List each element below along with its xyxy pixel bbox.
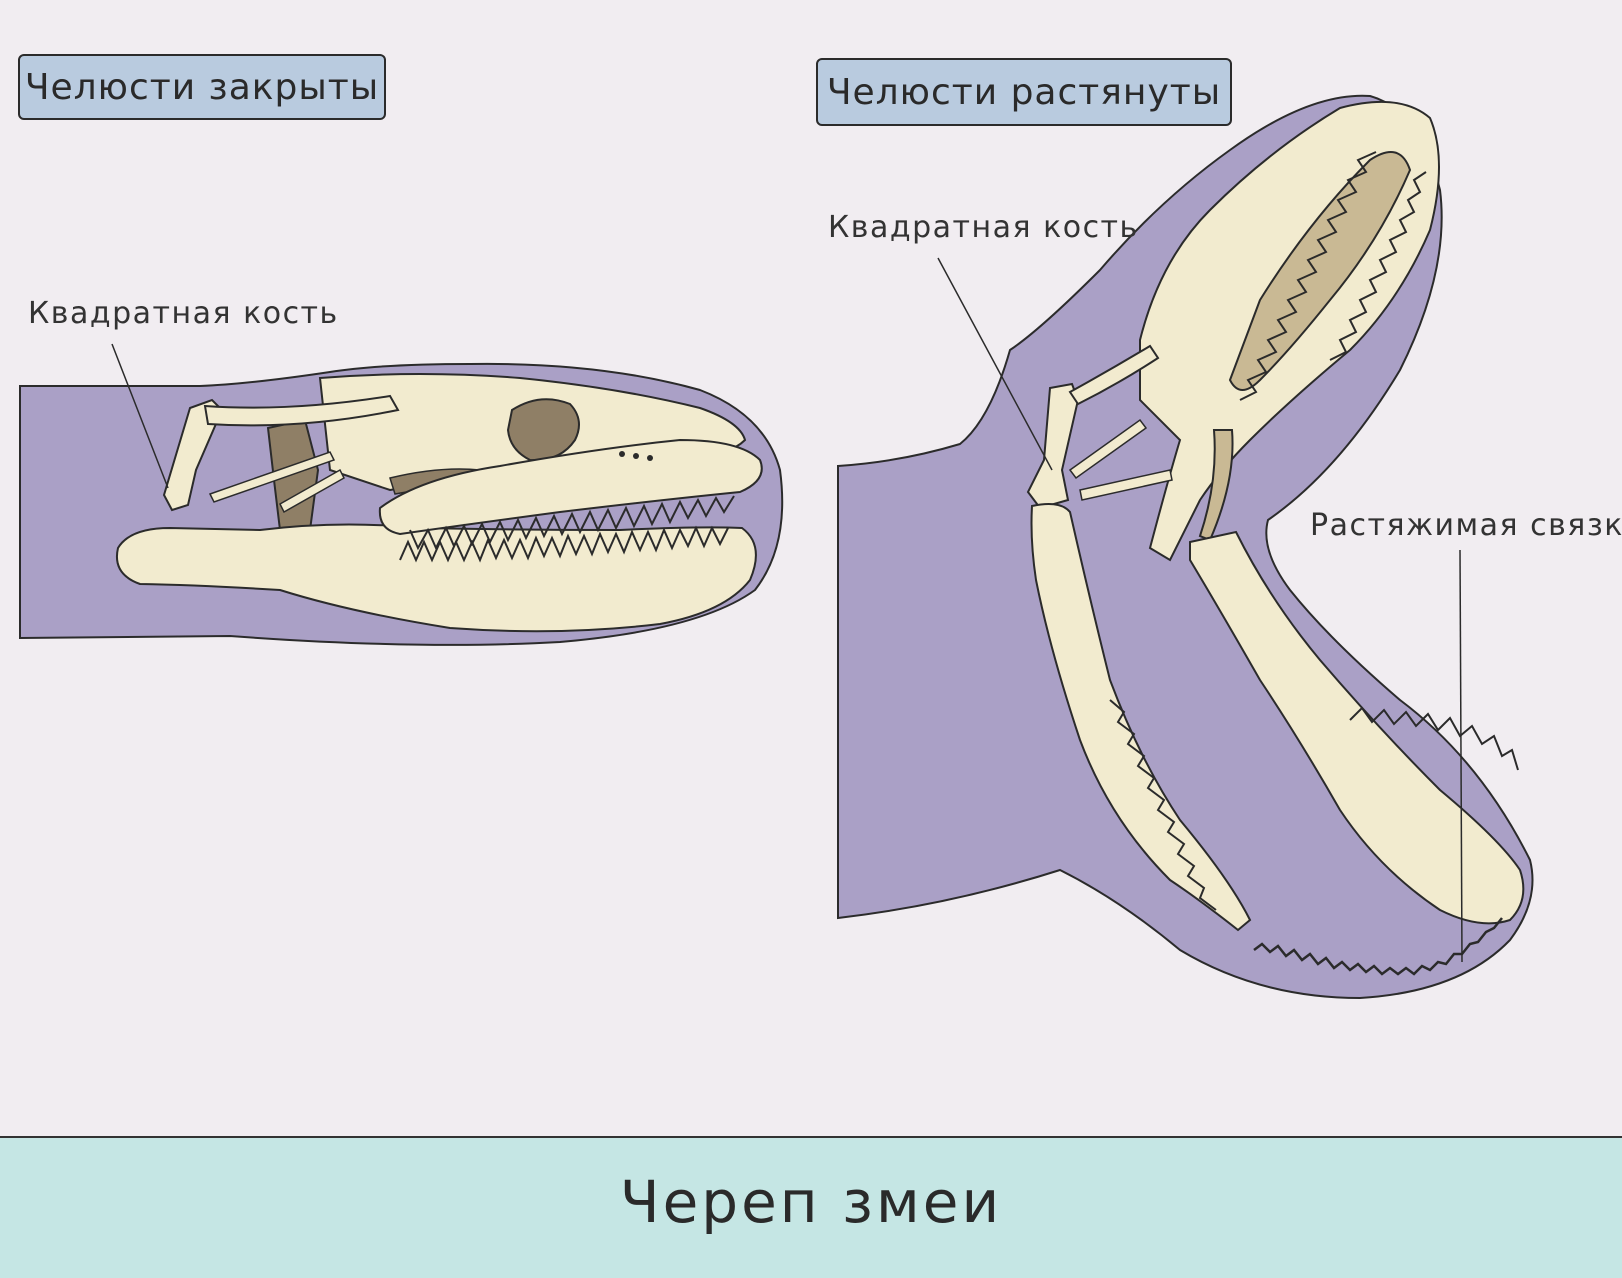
callout-line-quadrate-right bbox=[937, 257, 1053, 471]
stretched-left-mandible-teeth bbox=[1109, 699, 1217, 911]
closed-skull-opening bbox=[506, 398, 580, 462]
stretched-left-mandible bbox=[1030, 503, 1252, 932]
closed-supratemporal-bone bbox=[203, 394, 400, 427]
callout-elastic-ligament: Растяжимая связка bbox=[1310, 508, 1622, 543]
callout-line-quadrate-left bbox=[111, 343, 169, 489]
stretched-fang bbox=[1198, 429, 1234, 542]
stretched-right-mandible bbox=[1189, 530, 1525, 925]
stretched-ectopterygoid-rod bbox=[1079, 469, 1173, 501]
closed-lower-teeth bbox=[399, 525, 729, 563]
stretched-right-mandible-teeth bbox=[1349, 706, 1519, 771]
label-jaws-closed: Челюсти закрыты bbox=[18, 54, 386, 120]
snake-skull-illustration bbox=[19, 94, 1534, 1000]
closed-foramen-dot bbox=[633, 453, 639, 459]
callout-quadrate-bone-left: Квадратная кость bbox=[28, 296, 339, 331]
stretched-pterygoid-rod bbox=[1068, 418, 1148, 480]
callout-line-ligament bbox=[1459, 549, 1463, 963]
stretched-upper-teeth bbox=[1239, 151, 1377, 401]
closed-pterygoid-rod bbox=[208, 451, 336, 503]
closed-jaws-illustration bbox=[19, 343, 784, 646]
stretched-maxilla-dark bbox=[1228, 151, 1412, 391]
stretched-jaws-illustration bbox=[837, 94, 1534, 1000]
stretched-upper-teeth-inner bbox=[1329, 171, 1427, 361]
closed-foramen-dot bbox=[647, 455, 653, 461]
closed-upper-teeth bbox=[409, 495, 735, 551]
closed-upper-jaw bbox=[378, 438, 763, 536]
footer-banner: Череп змеи bbox=[0, 1136, 1622, 1278]
stretched-supratemporal bbox=[1068, 344, 1160, 406]
closed-foramen-dot bbox=[619, 451, 625, 457]
stretched-ligament bbox=[1253, 917, 1503, 976]
closed-quadrate-bone bbox=[162, 398, 224, 512]
callout-quadrate-bone-right: Квадратная кость bbox=[828, 210, 1139, 245]
label-jaws-stretched: Челюсти растянуты bbox=[816, 58, 1232, 126]
closed-ectopterygoid-rod bbox=[279, 468, 345, 514]
page-title: Череп змеи bbox=[619, 1168, 1003, 1236]
